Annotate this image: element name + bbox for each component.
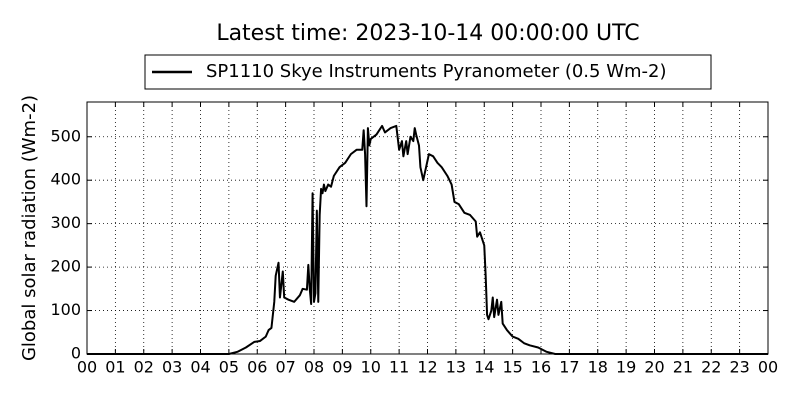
x-tick-label: 17 (559, 358, 579, 377)
y-tick-label: 200 (50, 257, 81, 276)
x-tick-label: 23 (729, 358, 749, 377)
x-tick-label: 13 (446, 358, 466, 377)
legend-label: SP1110 Skye Instruments Pyranometer (0.5… (206, 61, 667, 82)
x-tick-label: 20 (644, 358, 664, 377)
x-tick-label: 08 (304, 358, 324, 377)
y-tick-label: 100 (50, 300, 81, 319)
x-tick-label: 01 (105, 358, 125, 377)
x-tick-label: 18 (588, 358, 608, 377)
y-tick-label: 300 (50, 213, 81, 232)
x-tick-label: 14 (474, 358, 494, 377)
y-axis-label: Global solar radiation (Wm-2) (19, 95, 40, 361)
x-tick-label: 00 (758, 358, 778, 377)
x-tick-label: 15 (502, 358, 522, 377)
x-tick-label: 06 (247, 358, 267, 377)
x-tick-label: 02 (134, 358, 154, 377)
x-tick-label: 21 (673, 358, 693, 377)
x-tick-label: 05 (219, 358, 239, 377)
y-tick-label: 500 (50, 126, 81, 145)
y-tick-label: 0 (71, 344, 81, 363)
x-tick-label: 10 (361, 358, 381, 377)
x-tick-label: 04 (190, 358, 210, 377)
x-tick-label: 09 (332, 358, 352, 377)
x-tick-label: 07 (275, 358, 295, 377)
x-tick-label: 22 (701, 358, 721, 377)
y-tick-label: 400 (50, 170, 81, 189)
x-tick-label: 00 (77, 358, 97, 377)
x-tick-label: 19 (616, 358, 636, 377)
x-tick-label: 16 (531, 358, 551, 377)
x-tick-label: 11 (389, 358, 409, 377)
chart-title: Latest time: 2023-10-14 00:00:00 UTC (216, 21, 639, 46)
x-tick-label: 03 (162, 358, 182, 377)
data-line (87, 124, 768, 355)
x-tick-label: 12 (417, 358, 437, 377)
plot-frame (86, 101, 769, 355)
legend-box (144, 54, 712, 90)
